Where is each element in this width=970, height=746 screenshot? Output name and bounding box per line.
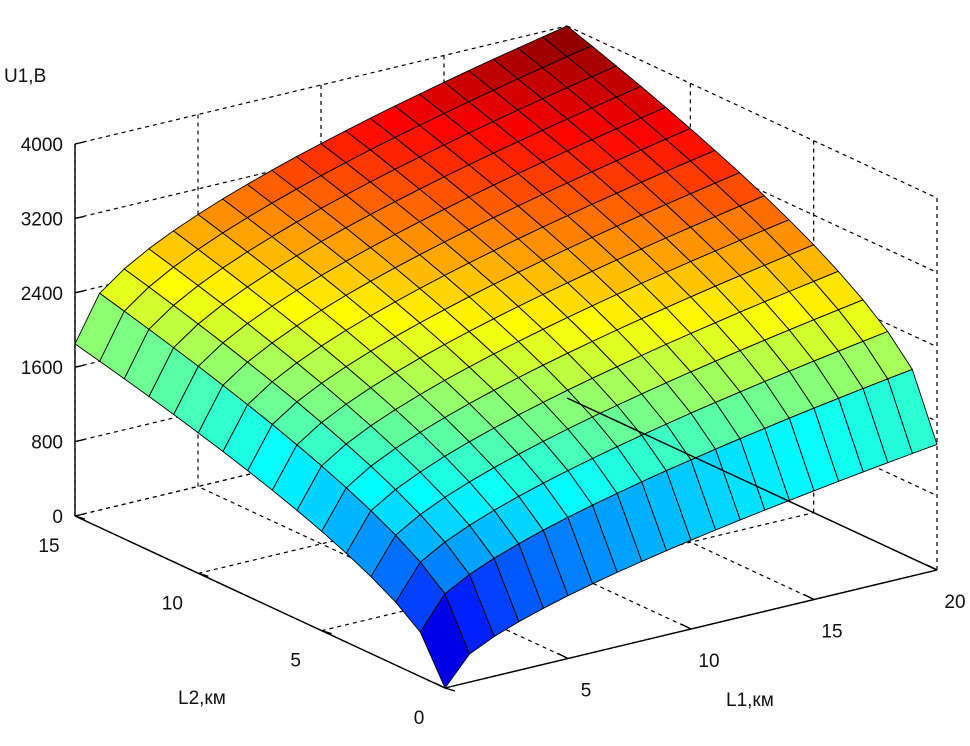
x-tick-mark [803, 593, 815, 601]
y-tick-mark [74, 515, 86, 520]
x-tick-label: 5 [581, 681, 592, 702]
z-tick-label: 0 [52, 507, 63, 528]
z-tick-label: 2400 [21, 284, 63, 305]
y-axis [74, 515, 446, 689]
z-tick-label: 3200 [21, 209, 63, 230]
x-tick-label: 20 [944, 592, 965, 613]
surface-mesh [74, 25, 938, 689]
y-tick-mark [198, 572, 209, 578]
x-tick-mark [680, 623, 692, 630]
y-tick-label: 15 [38, 536, 59, 557]
z-tick-mark [74, 290, 85, 294]
z-tick-labels: 0 800 1600 2400 3200 4000 [21, 135, 63, 528]
z-tick-mark [74, 364, 85, 368]
y-tick-label: 10 [162, 593, 183, 614]
y-tick-label: 0 [414, 708, 425, 729]
y-tick-mark [444, 687, 456, 692]
x-tick-mark [926, 564, 938, 571]
chart-axes [74, 141, 938, 692]
z-tick-label: 800 [31, 433, 63, 454]
x-tick-label: 10 [698, 651, 719, 672]
z-tick-label: 1600 [21, 358, 63, 379]
z-tick-mark [74, 141, 85, 145]
y-axis-label: L2,км [178, 688, 226, 709]
z-tick-label: 4000 [21, 135, 63, 156]
base-edge [566, 397, 938, 571]
x-tick-label: 15 [821, 622, 842, 643]
z-tick-mark [74, 513, 85, 517]
y-tick-labels: 0 5 10 15 [38, 536, 424, 729]
z-tick-mark [74, 215, 85, 220]
x-tick-mark [557, 652, 569, 660]
x-axis-label: L1,км [726, 690, 774, 711]
z-tick-mark [74, 438, 85, 443]
surface-cell [419, 593, 471, 689]
z-axis-label: U1,B [4, 66, 46, 87]
y-tick-label: 5 [290, 651, 301, 672]
x-tick-labels: 5 10 15 20 [581, 592, 966, 702]
x-tick-mark [434, 682, 446, 689]
y-tick-mark [321, 629, 332, 635]
